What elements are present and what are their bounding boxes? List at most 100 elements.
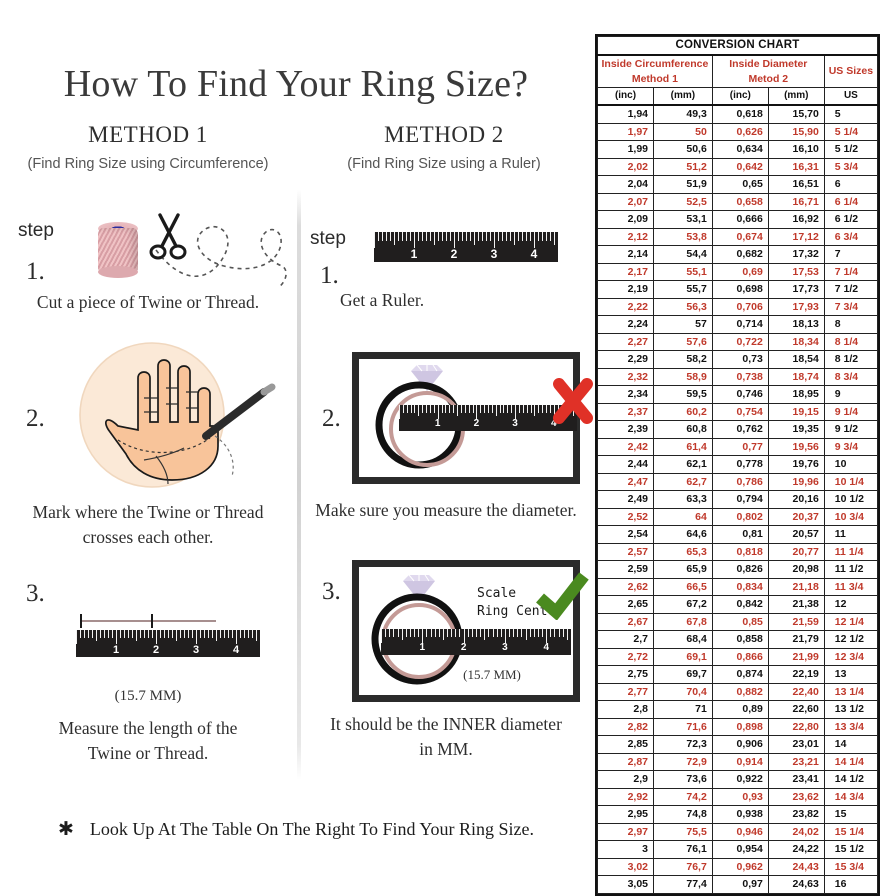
ruler-tick bbox=[414, 629, 416, 637]
table-cell: 14 bbox=[823, 735, 879, 754]
table-group-row: Inside Circumference Method 1 Inside Dia… bbox=[597, 54, 879, 88]
table-cell: 5 bbox=[823, 104, 879, 124]
table-cell: 10 1/2 bbox=[823, 490, 879, 509]
ruler-tick bbox=[236, 630, 237, 645]
group-header-diameter-line2: Metod 2 bbox=[748, 72, 789, 85]
table-cell: 16,51 bbox=[767, 175, 825, 194]
table-cell: 0,698 bbox=[711, 280, 769, 299]
ruler-number: 2 bbox=[152, 643, 160, 656]
table-cell: 77,4 bbox=[653, 875, 713, 894]
table-cell: 21,99 bbox=[767, 647, 825, 666]
table-cell: 57 bbox=[653, 315, 713, 334]
ruler-tick bbox=[200, 630, 201, 639]
table-cell: 2,27 bbox=[597, 332, 654, 351]
ruler-tick bbox=[459, 629, 461, 637]
ruler-tick bbox=[410, 232, 411, 241]
ruler-tick bbox=[507, 405, 509, 413]
group-header-us-sizes: US Sizes bbox=[823, 54, 879, 88]
ruler-tick bbox=[390, 232, 391, 241]
table-cell: 67,8 bbox=[653, 612, 713, 631]
ruler-tick bbox=[128, 630, 129, 639]
table-cell: 3,02 bbox=[597, 857, 654, 876]
ruler-tick bbox=[534, 232, 535, 248]
ruler-tick bbox=[104, 630, 105, 639]
table-row: 2,77 70,4 0,882 22,40 13 1/4 bbox=[597, 682, 879, 701]
table-cell: 67,2 bbox=[653, 595, 713, 614]
ruler-tick bbox=[401, 629, 403, 640]
ruler-tick bbox=[399, 405, 400, 419]
ruler-tick bbox=[132, 630, 133, 639]
table-cell: 0,682 bbox=[711, 245, 769, 264]
table-cell: 73,6 bbox=[653, 770, 713, 789]
table-cell: 0,834 bbox=[711, 577, 769, 596]
table-row: 1,97 50 0,626 15,90 5 1/4 bbox=[597, 122, 879, 141]
thread-squiggle-icon bbox=[155, 225, 287, 289]
table-cell: 0,866 bbox=[711, 647, 769, 666]
table-cell: 59,5 bbox=[653, 385, 713, 404]
method-2-measure-label: (15.7 MM) bbox=[463, 667, 521, 682]
ruler-tick bbox=[418, 405, 420, 416]
table-cell: 19,56 bbox=[767, 437, 825, 456]
table-row: 2,27 57,6 0,722 18,34 8 1/4 bbox=[597, 332, 879, 351]
table-cell: 10 bbox=[823, 455, 879, 474]
table-cell: 13 1/4 bbox=[823, 682, 879, 701]
table-cell: 21,79 bbox=[767, 630, 825, 649]
table-cell: 23,82 bbox=[767, 805, 825, 824]
ruler-tick bbox=[546, 629, 548, 643]
table-cell: 15 1/4 bbox=[823, 822, 879, 841]
table-cell: 24,63 bbox=[767, 875, 825, 894]
twine-spool-icon bbox=[98, 222, 138, 280]
ruler-tick bbox=[442, 629, 444, 640]
ruler-number: 1 bbox=[112, 643, 120, 656]
ruler-tick bbox=[518, 405, 520, 413]
table-cell: 0,946 bbox=[711, 822, 769, 841]
table-cell: 16,92 bbox=[767, 210, 825, 229]
table-cell: 0,842 bbox=[711, 595, 769, 614]
table-row: 2,14 54,4 0,682 17,32 7 bbox=[597, 245, 879, 264]
table-cell: 2,59 bbox=[597, 560, 654, 579]
table-row: 2,57 65,3 0,818 20,77 11 1/4 bbox=[597, 542, 879, 561]
ruler-tick bbox=[511, 405, 513, 413]
table-cell: 50,6 bbox=[653, 140, 713, 159]
footer-note: ✱ Look Up At The Table On The Right To Fi… bbox=[0, 818, 592, 841]
ruler-tick bbox=[402, 405, 404, 413]
ruler-tick bbox=[534, 405, 536, 416]
table-cell: 0,762 bbox=[711, 420, 769, 439]
ruler-tick bbox=[478, 232, 479, 241]
table-row: 2,97 75,5 0,946 24,02 15 1/4 bbox=[597, 822, 879, 841]
ruler-tick bbox=[172, 630, 173, 639]
ruler-tick bbox=[526, 405, 528, 413]
ruler-tick bbox=[455, 629, 457, 637]
table-cell: 18,54 bbox=[767, 350, 825, 369]
table-cell: 0,69 bbox=[711, 262, 769, 281]
table-title: CONVERSION CHART bbox=[597, 36, 878, 56]
table-row: 2,52 64 0,802 20,37 10 3/4 bbox=[597, 507, 879, 526]
ruler-tick bbox=[228, 630, 229, 639]
table-cell: 0,722 bbox=[711, 332, 769, 351]
ruler-tick bbox=[538, 232, 539, 241]
ruler-number: 3 bbox=[490, 247, 498, 261]
table-cell: 16 bbox=[823, 875, 879, 894]
ruler-tick bbox=[164, 630, 165, 639]
ruler-tick bbox=[397, 629, 399, 637]
group-header-diameter: Inside Diameter Metod 2 bbox=[711, 54, 825, 88]
table-cell: 2,07 bbox=[597, 192, 654, 211]
column-divider bbox=[297, 190, 301, 780]
ruler-tick bbox=[558, 629, 560, 637]
ruler-tick bbox=[374, 232, 375, 248]
table-cell: 0,794 bbox=[711, 490, 769, 509]
ruler-tick bbox=[462, 232, 463, 241]
table-cell: 14 1/4 bbox=[823, 752, 879, 771]
table-cell: 2,29 bbox=[597, 350, 654, 369]
ruler-tick bbox=[542, 232, 543, 241]
table-cell: 15 3/4 bbox=[823, 857, 879, 876]
table-cell: 68,4 bbox=[653, 630, 713, 649]
ruler-tick bbox=[484, 629, 486, 640]
table-cell: 0,93 bbox=[711, 787, 769, 806]
ruler-number: 4 bbox=[550, 418, 557, 429]
table-cell: 0,786 bbox=[711, 472, 769, 491]
table-cell: 2,44 bbox=[597, 455, 654, 474]
ruler-tick bbox=[438, 232, 439, 241]
table-cell: 16,71 bbox=[767, 192, 825, 211]
table-cell: 0,674 bbox=[711, 227, 769, 246]
